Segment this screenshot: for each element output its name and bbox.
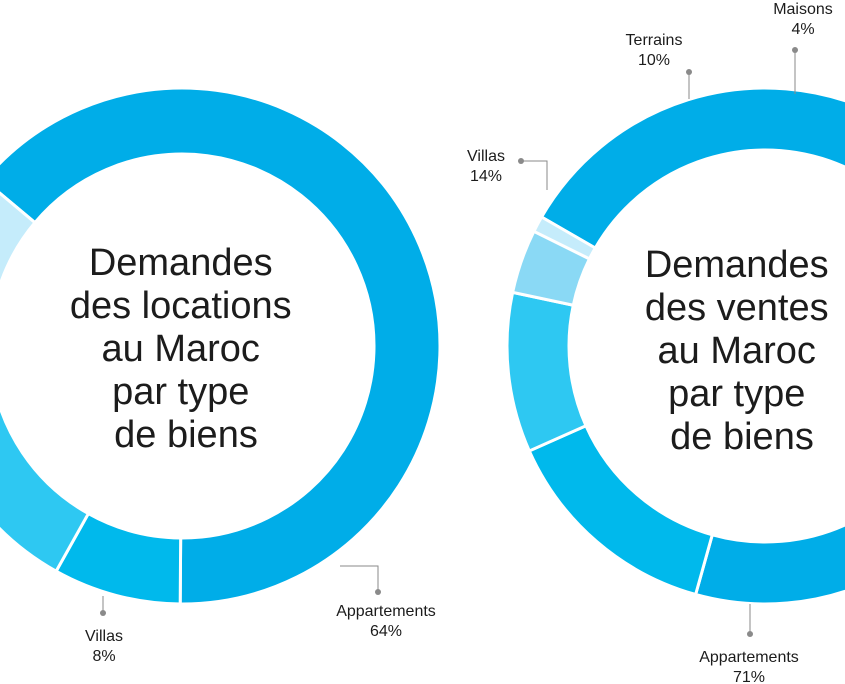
- ventes-title-line: Demandes: [645, 244, 829, 286]
- ventes-callouts: Appartements 71% Villas 14% Terrains 10% Maiso…: [467, 1, 833, 684]
- callout-dot-villas: [518, 158, 524, 164]
- callout-line-villas: [521, 160, 548, 190]
- slice-value-villas: 14%: [470, 168, 502, 185]
- slice-segment-4: [0, 191, 38, 290]
- ventes-title-line: des ventes: [645, 287, 829, 329]
- callout-line-appartements: [340, 565, 379, 592]
- locations-title-line: des locations: [70, 285, 292, 327]
- locations-title-line: Demandes: [89, 242, 273, 284]
- locations-title-line: de biens: [114, 414, 258, 456]
- slice-appartements: [0, 86, 442, 606]
- locations-center-title: Demandes des locations au Maroc par type…: [70, 242, 302, 456]
- locations-slices: [0, 86, 442, 606]
- slice-terrains: [505, 290, 588, 453]
- slice-value-appartements: 71%: [733, 669, 765, 684]
- callout-dot-appartements: [375, 589, 381, 595]
- slice-label-villas: Villas: [467, 148, 505, 165]
- ventes-slices: [505, 86, 845, 606]
- slice-value-appartements: 64%: [370, 623, 402, 640]
- callout-dot-villas: [100, 610, 106, 616]
- ventes-title-line: au Maroc: [658, 330, 816, 372]
- slice-value-maisons: 4%: [791, 21, 814, 38]
- ventes-donut-chart: Appartements 71% Villas 14% Terrains 10% Maiso…: [467, 1, 845, 684]
- ventes-center-title: Demandes des ventes au Maroc par type de…: [645, 244, 839, 458]
- slice-label-maisons: Maisons: [773, 1, 833, 18]
- slice-appartements: [539, 86, 845, 606]
- slice-value-villas: 8%: [92, 648, 115, 665]
- locations-callouts: Appartements 64% Villas 8%: [85, 565, 436, 665]
- locations-title-line: au Maroc: [102, 328, 260, 370]
- slice-segment-2: [0, 402, 91, 574]
- slice-label-appartements: Appartements: [699, 649, 799, 666]
- callout-dot-appartements: [747, 631, 753, 637]
- slice-label-villas: Villas: [85, 628, 123, 645]
- slice-segment-4: [531, 214, 598, 261]
- ventes-title-line: de biens: [670, 416, 814, 458]
- slice-label-appartements: Appartements: [336, 603, 436, 620]
- callout-dot-terrains: [686, 69, 692, 75]
- ventes-title-line: par type: [668, 373, 805, 415]
- locations-title-line: par type: [112, 371, 249, 413]
- slice-value-terrains: 10%: [638, 52, 670, 69]
- callout-dot-maisons: [792, 47, 798, 53]
- locations-donut-chart: Appartements 64% Villas 8% Demandes des loc…: [0, 86, 442, 665]
- slice-label-terrains: Terrains: [626, 32, 683, 49]
